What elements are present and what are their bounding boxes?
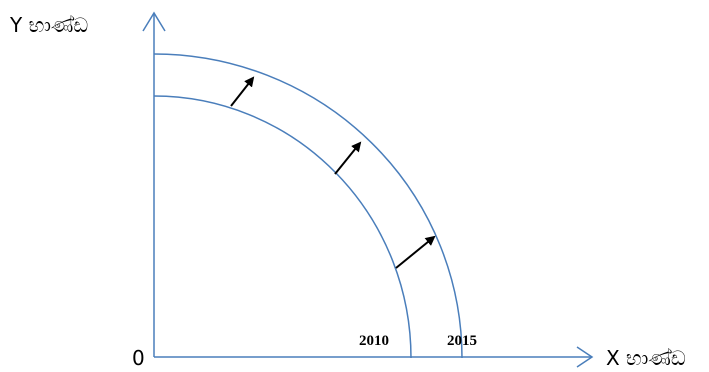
y-axis-label: Y භාණ්ඩ: [9, 13, 88, 37]
y-axis-arrow-icon: [142, 11, 166, 32]
shift-arrow-middle: [334, 141, 362, 175]
y-axis: [142, 11, 166, 357]
curve-label-2010: 2010: [359, 333, 389, 349]
curve-label-2015: 2015: [447, 333, 477, 349]
shift-arrow-bottom: [395, 235, 436, 269]
x-axis-arrow-icon: [576, 346, 594, 368]
ppf-curve-2010: [153, 95, 412, 359]
x-axis-label: X භාණ්ඩ: [606, 346, 686, 370]
ppf-curve-2015: [153, 53, 463, 359]
x-axis: [154, 346, 594, 368]
origin-label: 0: [132, 346, 145, 370]
shift-arrow-top: [230, 76, 255, 107]
